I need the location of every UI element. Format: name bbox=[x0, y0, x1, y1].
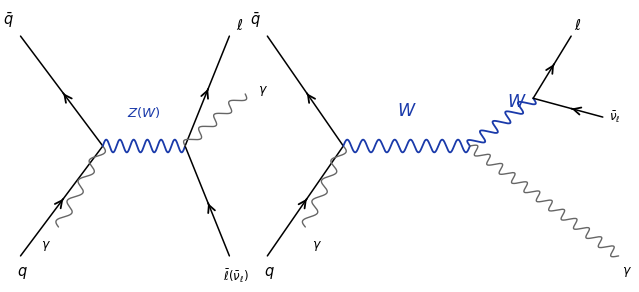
Text: $\bar{q}$: $\bar{q}$ bbox=[250, 11, 261, 30]
Text: $\ell$: $\ell$ bbox=[574, 18, 581, 33]
Text: $W$: $W$ bbox=[507, 93, 527, 111]
Text: $\bar{q}$: $\bar{q}$ bbox=[3, 11, 14, 30]
Text: $\gamma$: $\gamma$ bbox=[41, 239, 51, 253]
Text: $W$: $W$ bbox=[397, 102, 417, 120]
Text: $\gamma$: $\gamma$ bbox=[622, 265, 632, 279]
Text: $\ell$: $\ell$ bbox=[236, 18, 243, 33]
Text: $\gamma$: $\gamma$ bbox=[258, 84, 268, 98]
Text: $\bar{\nu}_{\ell}$: $\bar{\nu}_{\ell}$ bbox=[609, 109, 620, 125]
Text: $q$: $q$ bbox=[17, 265, 28, 281]
Text: $\gamma$: $\gamma$ bbox=[312, 239, 321, 253]
Text: $\bar{\ell}(\bar{\nu}_{\ell})$: $\bar{\ell}(\bar{\nu}_{\ell})$ bbox=[223, 267, 249, 285]
Text: $q$: $q$ bbox=[264, 265, 275, 281]
Text: $Z(W)$: $Z(W)$ bbox=[127, 105, 161, 120]
